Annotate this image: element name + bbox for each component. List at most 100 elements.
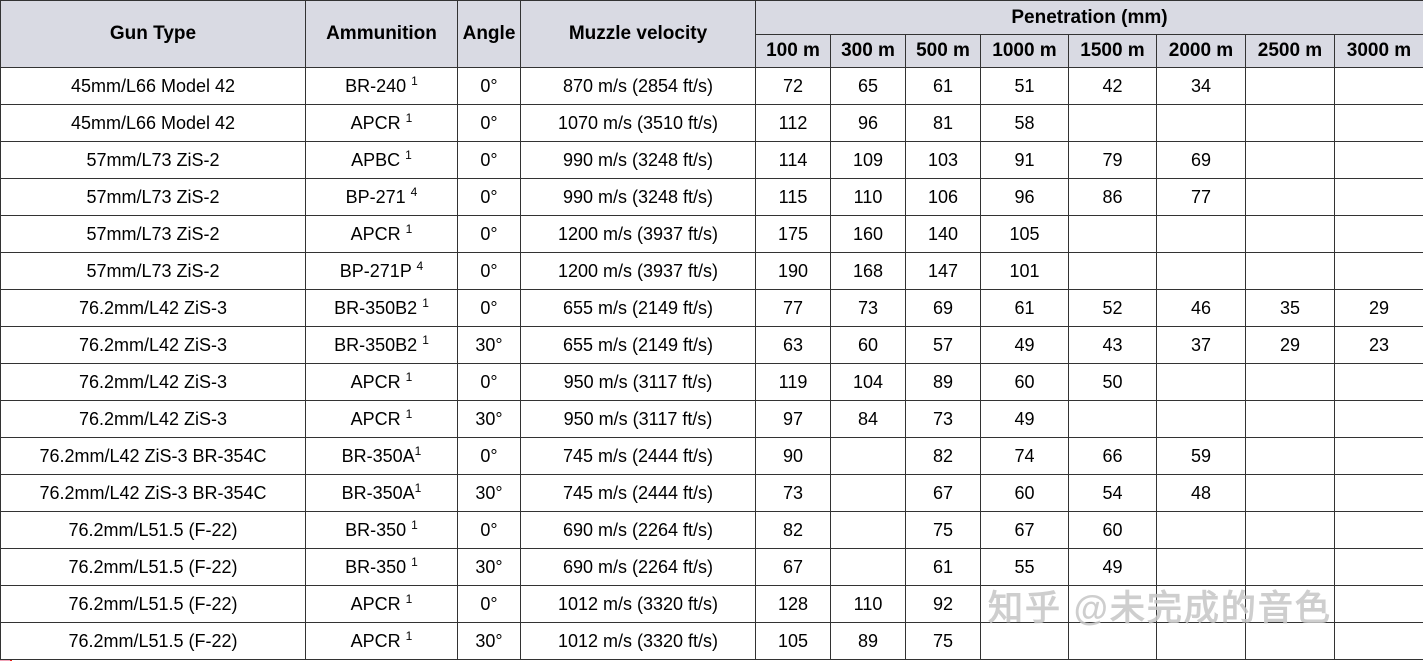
cell-penetration	[980, 585, 1069, 623]
cell-penetration: 60	[980, 474, 1069, 512]
cell-penetration: 73	[905, 400, 981, 438]
cell-penetration	[1068, 585, 1157, 623]
ammo-superscript: 1	[405, 406, 413, 421]
cell-penetration: 114	[755, 141, 831, 179]
col-header-distance: 2500 m	[1245, 34, 1335, 68]
cell-penetration	[980, 622, 1069, 660]
cell-gun-type: 57mm/L73 ZiS-2	[0, 215, 306, 253]
cell-penetration: 89	[830, 622, 906, 660]
ammo-superscript: 1	[414, 443, 422, 458]
cell-penetration: 86	[1068, 178, 1157, 216]
table-row: 57mm/L73 ZiS-2 APBC 1 0° 990 m/s (3248 ft/s…	[0, 141, 1423, 179]
cell-penetration: 105	[980, 215, 1069, 253]
ammo-superscript: 1	[405, 221, 413, 236]
cell-angle: 30°	[457, 548, 521, 586]
cell-penetration	[830, 437, 906, 475]
cell-ammunition: BR-350B2 1	[305, 289, 458, 327]
cell-penetration: 67	[980, 511, 1069, 549]
cell-penetration: 74	[980, 437, 1069, 475]
ammo-superscript: 1	[405, 591, 413, 606]
cell-penetration: 101	[980, 252, 1069, 290]
cell-gun-type: 76.2mm/L42 ZiS-3 BR-354C	[0, 437, 306, 475]
col-header-ammunition: Ammunition	[305, 0, 458, 68]
cell-penetration	[1156, 548, 1246, 586]
cell-gun-type: 76.2mm/L42 ZiS-3	[0, 326, 306, 364]
cell-angle: 30°	[457, 474, 521, 512]
table-row: 76.2mm/L42 ZiS-3 BR-350B2 1 30° 655 m/s (21…	[0, 326, 1423, 364]
cell-penetration: 75	[905, 622, 981, 660]
cell-gun-type: 76.2mm/L51.5 (F-22)	[0, 622, 306, 660]
cell-penetration	[1334, 104, 1423, 142]
cell-angle: 0°	[457, 141, 521, 179]
cell-gun-type: 76.2mm/L42 ZiS-3	[0, 400, 306, 438]
cell-penetration: 67	[905, 474, 981, 512]
cell-gun-type: 76.2mm/L51.5 (F-22)	[0, 585, 306, 623]
cell-penetration: 60	[830, 326, 906, 364]
cell-penetration	[1068, 252, 1157, 290]
cell-penetration: 140	[905, 215, 981, 253]
cell-penetration: 65	[830, 67, 906, 105]
cell-ammunition: APBC 1	[305, 141, 458, 179]
cell-penetration: 69	[905, 289, 981, 327]
cell-penetration: 51	[980, 67, 1069, 105]
table-row: 76.2mm/L42 ZiS-3 BR-354C BR-350A1 0° 745 m/…	[0, 437, 1423, 475]
cell-penetration	[1156, 511, 1246, 549]
cell-penetration: 175	[755, 215, 831, 253]
cell-penetration	[1156, 252, 1246, 290]
cell-penetration: 104	[830, 363, 906, 401]
cell-muzzle-velocity: 870 m/s (2854 ft/s)	[520, 67, 756, 105]
cell-ammunition: APCR 1	[305, 104, 458, 142]
cell-gun-type: 45mm/L66 Model 42	[0, 67, 306, 105]
cell-penetration	[1245, 511, 1335, 549]
cell-penetration	[1245, 585, 1335, 623]
cell-gun-type: 76.2mm/L51.5 (F-22)	[0, 511, 306, 549]
cell-angle: 0°	[457, 585, 521, 623]
cell-penetration	[1334, 548, 1423, 586]
cell-penetration: 67	[755, 548, 831, 586]
cell-penetration: 54	[1068, 474, 1157, 512]
cell-penetration: 29	[1334, 289, 1423, 327]
col-header-distance: 500 m	[905, 34, 981, 68]
cell-penetration	[830, 548, 906, 586]
cell-penetration	[1245, 104, 1335, 142]
ammo-superscript: 1	[422, 332, 429, 347]
cell-penetration: 168	[830, 252, 906, 290]
cell-ammunition: APCR 1	[305, 585, 458, 623]
cell-penetration: 61	[905, 67, 981, 105]
cell-penetration: 49	[1068, 548, 1157, 586]
cell-muzzle-velocity: 690 m/s (2264 ft/s)	[520, 511, 756, 549]
cell-penetration: 61	[905, 548, 981, 586]
cell-penetration	[1334, 141, 1423, 179]
cell-penetration: 29	[1245, 326, 1335, 364]
cell-ammunition: BR-350A1	[305, 437, 458, 475]
cell-penetration: 103	[905, 141, 981, 179]
ammo-superscript: 1	[411, 554, 418, 569]
cell-angle: 0°	[457, 67, 521, 105]
cell-penetration	[1245, 215, 1335, 253]
cell-penetration: 105	[755, 622, 831, 660]
cell-penetration: 160	[830, 215, 906, 253]
table-row: 76.2mm/L51.5 (F-22) BR-350 1 0° 690 m/s (22…	[0, 511, 1423, 549]
cell-ammunition: APCR 1	[305, 363, 458, 401]
cell-penetration	[1245, 178, 1335, 216]
ammo-superscript: 1	[411, 517, 418, 532]
cell-penetration: 89	[905, 363, 981, 401]
col-header-distance: 1500 m	[1068, 34, 1157, 68]
cell-penetration	[1334, 67, 1423, 105]
cell-penetration	[1156, 400, 1246, 438]
cell-penetration: 60	[1068, 511, 1157, 549]
cell-gun-type: 76.2mm/L51.5 (F-22)	[0, 548, 306, 586]
cell-penetration	[1334, 474, 1423, 512]
cell-muzzle-velocity: 950 m/s (3117 ft/s)	[520, 363, 756, 401]
cell-penetration	[1245, 548, 1335, 586]
cell-penetration	[1334, 178, 1423, 216]
cell-muzzle-velocity: 690 m/s (2264 ft/s)	[520, 548, 756, 586]
cell-angle: 0°	[457, 289, 521, 327]
ammo-superscript: 1	[405, 147, 412, 162]
ammo-superscript: 1	[411, 73, 418, 88]
cell-penetration	[1334, 622, 1423, 660]
cell-penetration: 92	[905, 585, 981, 623]
cell-muzzle-velocity: 655 m/s (2149 ft/s)	[520, 289, 756, 327]
cell-ammunition: BR-350B2 1	[305, 326, 458, 364]
